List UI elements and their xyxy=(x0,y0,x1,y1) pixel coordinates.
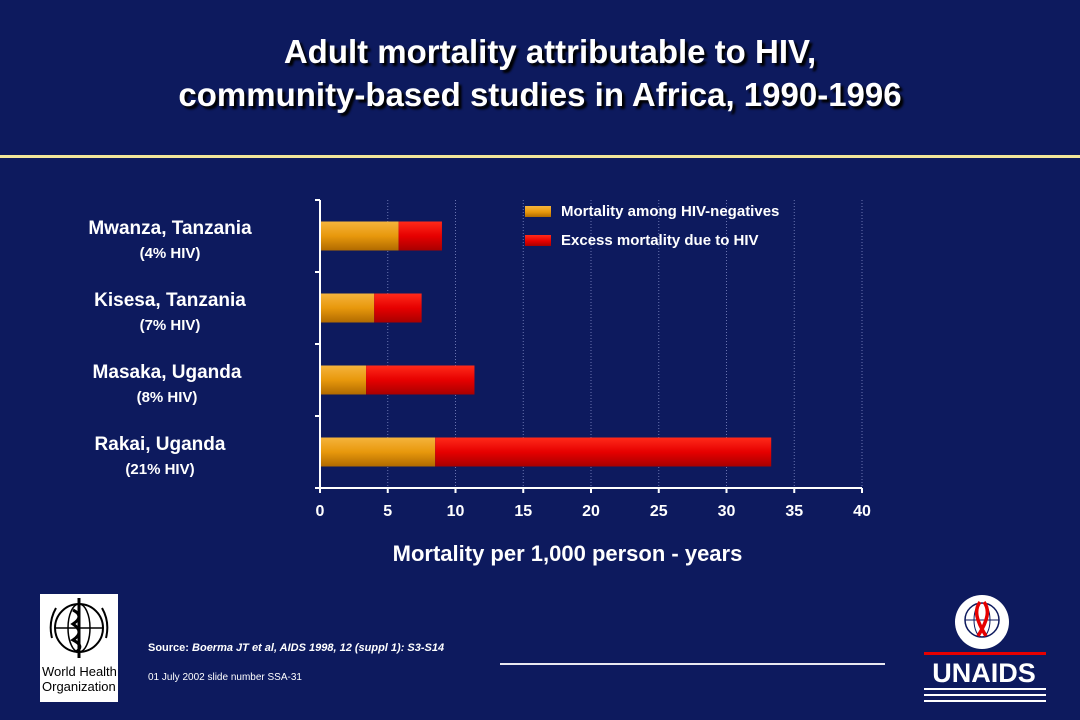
who-logo-text: World Health Organization xyxy=(42,664,117,694)
category-prevalence: (21% HIV) xyxy=(125,461,195,478)
category-label-mwanza: Mwanza, Tanzania (4% HIV) xyxy=(60,218,280,262)
legend-item-excess: Excess mortality due to HIV xyxy=(525,232,759,249)
bar-negatives-2 xyxy=(320,365,367,395)
bar-negatives-1 xyxy=(320,293,375,323)
bar-excess-0 xyxy=(398,221,442,251)
legend-item-negatives: Mortality among HIV-negatives xyxy=(525,203,779,220)
bar-negatives-3 xyxy=(320,437,436,467)
source-label: Source: xyxy=(148,642,189,654)
x-tick-label: 30 xyxy=(718,503,736,520)
category-label-masaka: Masaka, Uganda (8% HIV) xyxy=(57,362,277,406)
category-prevalence: (8% HIV) xyxy=(136,389,198,406)
who-logo: World Health Organization xyxy=(40,594,118,702)
category-label-kisesa: Kisesa, Tanzania (7% HIV) xyxy=(60,290,280,334)
who-emblem-icon xyxy=(49,598,109,658)
legend-swatch-negatives xyxy=(525,206,551,217)
category-name: Masaka, Uganda xyxy=(92,362,242,383)
category-prevalence: (4% HIV) xyxy=(139,245,201,262)
category-name: Rakai, Uganda xyxy=(94,434,226,455)
x-tick-label: 25 xyxy=(650,503,668,520)
slide-info: 01 July 2002 slide number SSA-31 xyxy=(148,672,302,683)
x-axis-title: Mortality per 1,000 person - years xyxy=(392,541,743,566)
source-text: Boerma JT et al, AIDS 1998, 12 (suppl 1)… xyxy=(192,642,445,654)
legend-swatch-excess xyxy=(525,235,551,246)
category-prevalence: (7% HIV) xyxy=(139,317,201,334)
x-tick-label: 20 xyxy=(582,503,600,520)
category-name: Mwanza, Tanzania xyxy=(88,218,252,239)
x-tick-label: 0 xyxy=(316,503,325,520)
category-name: Kisesa, Tanzania xyxy=(94,290,246,311)
title-line-2: community-based studies in Africa, 1990-… xyxy=(178,76,902,113)
source-citation: Source: Boerma JT et al, AIDS 1998, 12 (… xyxy=(148,642,444,654)
unaids-wordmark: UNAIDS xyxy=(932,658,1036,688)
bar-excess-1 xyxy=(374,293,422,323)
x-tick-label: 40 xyxy=(853,503,871,520)
bar-excess-2 xyxy=(366,365,475,395)
bar-excess-3 xyxy=(435,437,772,467)
category-label-rakai: Rakai, Uganda (21% HIV) xyxy=(50,434,270,478)
legend-label-excess: Excess mortality due to HIV xyxy=(561,232,759,249)
bar-negatives-0 xyxy=(320,221,399,251)
title-divider xyxy=(0,155,1080,158)
x-tick-label: 15 xyxy=(514,503,532,520)
legend-label-negatives: Mortality among HIV-negatives xyxy=(561,203,780,220)
x-tick-label: 5 xyxy=(383,503,392,520)
footer-divider xyxy=(500,663,885,665)
slide-title: Adult mortality attributable to HIV, com… xyxy=(0,30,1080,116)
x-tick-label: 10 xyxy=(447,503,465,520)
unaids-logo: UNAIDS xyxy=(924,595,1046,702)
title-line-1: Adult mortality attributable to HIV, xyxy=(283,33,817,70)
unaids-red-bar xyxy=(924,652,1046,655)
x-tick-label: 35 xyxy=(785,503,803,520)
